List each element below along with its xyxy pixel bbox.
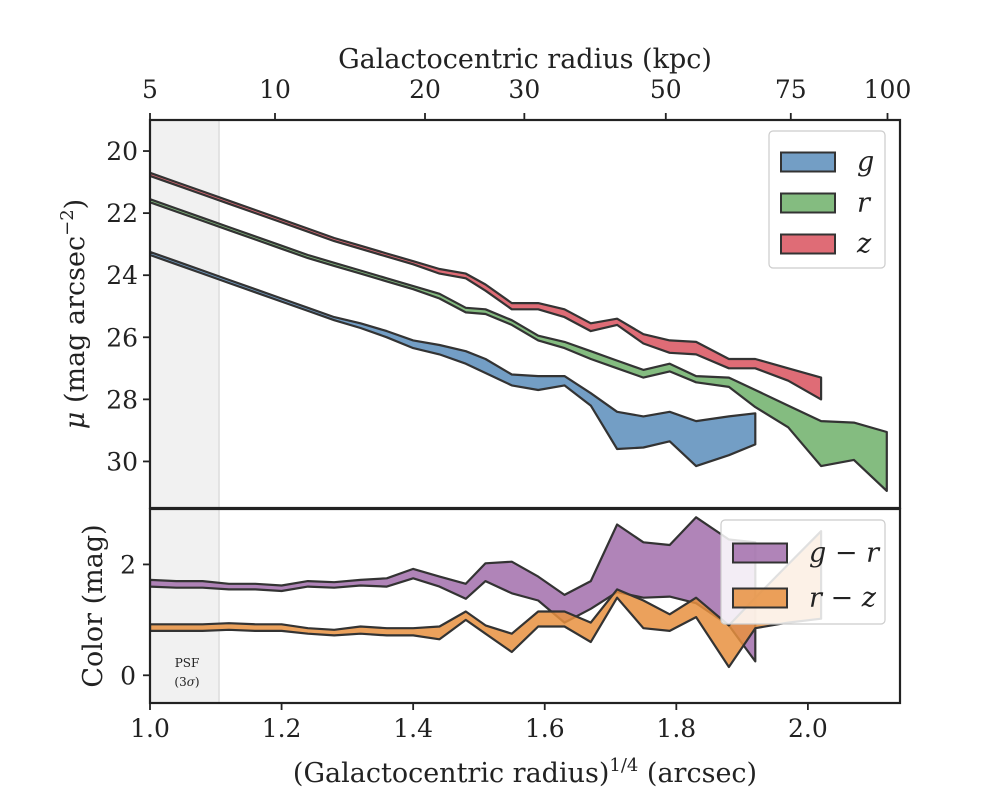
- psf-region-bottom: [149, 508, 220, 704]
- bottom-panel-frame: [148, 507, 902, 705]
- legend-swatch: [780, 151, 836, 173]
- top-x-tick-label: 30: [508, 75, 540, 104]
- top-x-tick-label: 20: [409, 75, 441, 104]
- top-x-tick-label: 100: [864, 75, 912, 104]
- top-x-tick-label: 75: [775, 75, 807, 104]
- x-tick-label: 1.2: [262, 714, 302, 743]
- legend-label: r − z: [809, 583, 877, 614]
- top-y-tick-label: 28: [106, 385, 138, 414]
- legend-label: g − r: [809, 538, 881, 569]
- axis-ticks: 1.0 1.2 1.4 1.6 1.8 2.05 10 20 30 50 75 10020222426…: [106, 75, 911, 743]
- legend-swatch: [780, 192, 836, 214]
- top-x-tick-label: 5: [142, 75, 158, 104]
- band-gr: [150, 516, 757, 663]
- legend-bottom: g − r r − z: [720, 519, 886, 625]
- bottom-y-tick-label: 2: [120, 550, 136, 579]
- x-tick-label: 1.4: [393, 714, 433, 743]
- x-tick-label: 1.8: [656, 714, 696, 743]
- x-tick-label: 2.0: [788, 714, 828, 743]
- x-tick-label: 1.6: [525, 714, 565, 743]
- top-x-tick-label: 10: [259, 75, 291, 104]
- legend-swatch: [732, 587, 788, 609]
- band-g: [150, 250, 757, 468]
- bottom-y-axis-title: Color (mag): [78, 524, 109, 687]
- band-r: [150, 198, 888, 492]
- psf-label-line1: PSF: [175, 656, 200, 670]
- top-y-tick-label: 22: [106, 199, 138, 228]
- top-y-axis-title: μ (mag arcsec−2): [57, 199, 91, 429]
- top-y-tick-label: 20: [106, 137, 138, 166]
- bottom-y-tick-label: 0: [120, 661, 136, 690]
- legend-label: r: [857, 188, 872, 219]
- legend-label: g: [857, 147, 874, 178]
- top-y-tick-label: 24: [106, 261, 138, 290]
- surface-brightness-bands: [150, 171, 888, 492]
- top-axis-title: Galactocentric radius (kpc): [338, 44, 712, 75]
- legend-swatch: [780, 233, 836, 255]
- legend-swatch: [732, 542, 788, 564]
- legend-label: z: [856, 229, 872, 260]
- band-z: [150, 171, 823, 401]
- x-tick-label: 1.0: [130, 714, 170, 743]
- legend-top: grz: [768, 130, 886, 269]
- top-y-tick-label: 30: [106, 447, 138, 476]
- top-x-tick-label: 50: [650, 75, 682, 104]
- top-y-tick-label: 26: [106, 323, 138, 352]
- x-axis-title: (Galactocentric radius)1/4 (arcsec): [293, 755, 757, 789]
- psf-label-line2: (3σ): [174, 675, 199, 689]
